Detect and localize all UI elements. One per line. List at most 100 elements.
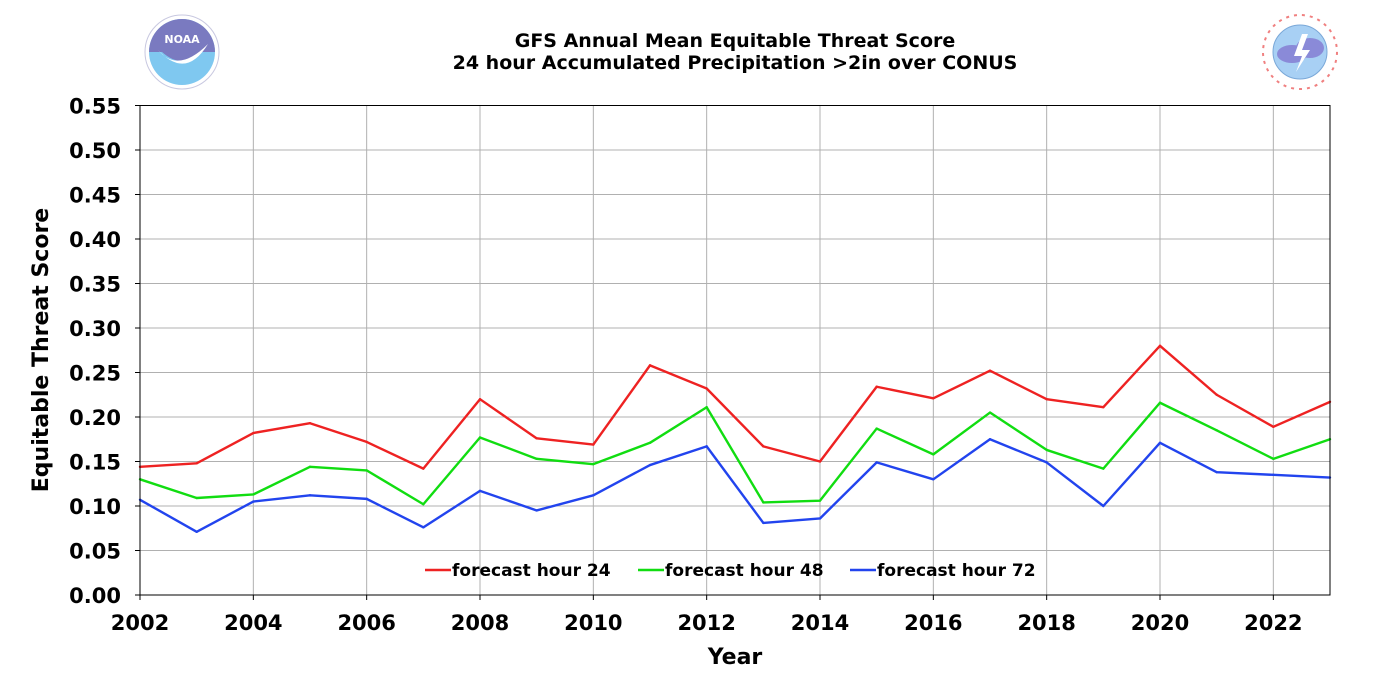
data-point <box>762 445 765 448</box>
data-point <box>308 465 312 469</box>
x-axis-label: Year <box>707 645 763 670</box>
series-2 <box>138 401 1332 506</box>
x-tick-label: 2004 <box>224 611 282 635</box>
data-point <box>195 462 198 465</box>
y-tick-label: 0.45 <box>69 184 121 208</box>
data-point <box>478 398 482 401</box>
data-point <box>422 467 425 470</box>
data-point <box>365 497 368 501</box>
x-tick-label: 2010 <box>564 611 622 635</box>
y-tick-label: 0.25 <box>69 362 121 386</box>
data-point <box>1272 457 1275 461</box>
x-tick-label: 2016 <box>904 611 962 635</box>
data-point <box>988 411 992 414</box>
data-point <box>762 521 765 525</box>
data-point <box>1215 429 1218 432</box>
data-point <box>478 436 482 439</box>
y-tick-label: 0.05 <box>69 540 121 564</box>
y-tick-label: 0.35 <box>69 273 121 297</box>
data-point <box>875 427 878 430</box>
data-point <box>592 443 595 446</box>
data-point <box>988 369 992 372</box>
data-point <box>1102 504 1105 508</box>
data-point <box>252 500 255 503</box>
data-point <box>1102 406 1105 409</box>
data-point <box>1215 470 1218 474</box>
data-point <box>648 463 652 467</box>
plot-frame <box>139 105 1331 596</box>
x-tick-label: 2006 <box>337 611 395 635</box>
data-point <box>1045 448 1048 452</box>
data-point <box>932 397 935 400</box>
data-point <box>592 494 595 497</box>
data-point <box>1045 398 1048 401</box>
data-point <box>1045 461 1048 464</box>
y-tick-label: 0.20 <box>69 406 121 430</box>
data-point <box>195 530 198 534</box>
series-1 <box>138 344 1332 470</box>
data-point <box>818 517 822 520</box>
y-tick-label: 0.55 <box>69 95 121 119</box>
y-tick-label: 0.30 <box>69 317 121 341</box>
y-tick-label: 0.40 <box>69 228 121 252</box>
y-axis-label: Equitable Threat Score <box>29 208 54 492</box>
data-point <box>535 437 538 440</box>
x-tick-label: 2008 <box>451 611 509 635</box>
data-point <box>932 478 935 481</box>
y-tick-label: 0.10 <box>69 495 121 519</box>
data-point <box>705 445 708 448</box>
y-tick-label: 0.15 <box>69 451 121 475</box>
data-point <box>308 422 312 425</box>
data-point <box>365 469 368 472</box>
x-tick-label: 2002 <box>111 611 169 635</box>
data-point <box>875 461 878 464</box>
data-point <box>478 489 482 493</box>
y-tick-label: 0.00 <box>69 584 121 608</box>
data-point <box>1272 425 1275 428</box>
data-point <box>1272 473 1275 477</box>
tick-labels: 0.00 0.05 0.10 0.15 0.20 0.25 0.30 0.35 0.40 0.45… <box>69 95 1302 636</box>
data-point <box>1158 401 1162 404</box>
noaa-logo: NOAA <box>144 14 220 90</box>
series-group <box>138 344 1332 534</box>
data-point <box>988 438 992 441</box>
legend-label-72: forecast hour 72 <box>877 561 1036 581</box>
x-tick-label: 2012 <box>677 611 735 635</box>
x-tick-label: 2014 <box>791 611 849 635</box>
data-point <box>648 364 652 367</box>
data-point <box>195 496 198 500</box>
data-point <box>422 503 425 506</box>
legend-label-24: forecast hour 24 <box>452 561 611 581</box>
legend: forecast hour 24 forecast hour 48 foreca… <box>425 561 1036 581</box>
data-point <box>422 526 425 529</box>
data-point <box>705 406 708 409</box>
data-point <box>592 462 595 466</box>
data-point <box>818 460 822 463</box>
data-point <box>1102 467 1105 470</box>
data-point <box>308 494 312 497</box>
series-line <box>139 401 1331 506</box>
x-tick-label: 2022 <box>1244 611 1302 635</box>
chart-subtitle: 24 hour Accumulated Precipitation >2in o… <box>453 52 1018 74</box>
chart-title: GFS Annual Mean Equitable Threat Score <box>515 30 956 52</box>
data-point <box>1158 344 1162 347</box>
data-point <box>365 440 368 444</box>
x-tick-label: 2020 <box>1131 611 1189 635</box>
data-point <box>535 457 538 461</box>
data-point <box>705 387 708 390</box>
data-point <box>1158 441 1162 445</box>
series-3 <box>138 438 1332 534</box>
data-point <box>648 441 652 445</box>
legend-label-48: forecast hour 48 <box>665 561 824 581</box>
nws-logo <box>1262 14 1338 90</box>
data-point <box>875 385 878 388</box>
data-point <box>252 493 255 496</box>
series-line <box>139 344 1331 470</box>
data-point <box>818 499 822 502</box>
x-tick-label: 2018 <box>1017 611 1075 635</box>
data-point <box>1215 393 1218 396</box>
y-tick-label: 0.50 <box>69 139 121 163</box>
data-point <box>762 501 765 504</box>
series-line <box>139 438 1331 534</box>
